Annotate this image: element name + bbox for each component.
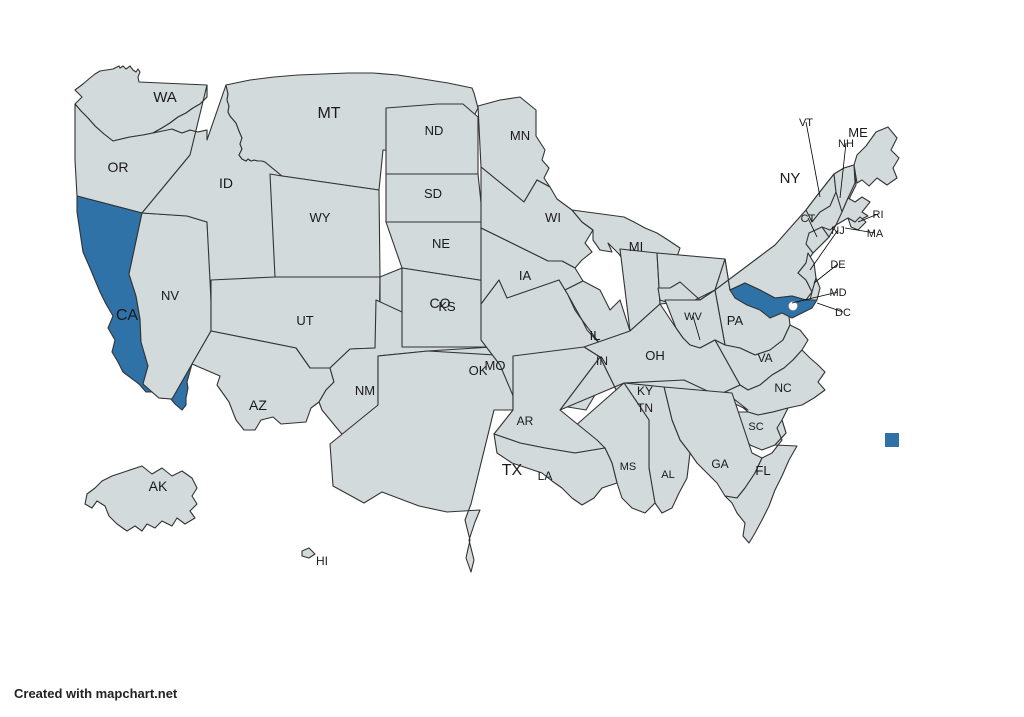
svg-text:AK: AK: [149, 478, 168, 494]
svg-text:NC: NC: [774, 381, 792, 395]
svg-text:NH: NH: [838, 138, 854, 150]
svg-text:VA: VA: [757, 351, 772, 365]
svg-text:MI: MI: [629, 239, 643, 254]
svg-text:IL: IL: [590, 328, 601, 343]
svg-text:CA: CA: [116, 307, 139, 324]
svg-text:GA: GA: [711, 457, 728, 471]
svg-text:TX: TX: [502, 462, 523, 479]
svg-text:AR: AR: [517, 414, 534, 428]
svg-text:WA: WA: [153, 89, 177, 106]
svg-text:OR: OR: [108, 159, 129, 175]
svg-text:IN: IN: [596, 354, 608, 368]
svg-text:MO: MO: [485, 358, 506, 373]
svg-text:MD: MD: [829, 287, 846, 299]
svg-text:LA: LA: [538, 469, 553, 483]
svg-text:FL: FL: [755, 463, 770, 478]
svg-text:PA: PA: [727, 313, 744, 328]
svg-text:RI: RI: [873, 209, 884, 221]
svg-text:MA: MA: [867, 228, 884, 240]
svg-text:DC: DC: [835, 307, 851, 319]
svg-text:NM: NM: [355, 383, 375, 398]
svg-text:KY: KY: [637, 384, 653, 398]
svg-text:TN: TN: [637, 401, 653, 415]
svg-text:IA: IA: [519, 268, 532, 283]
svg-text:WI: WI: [545, 210, 561, 225]
svg-text:NV: NV: [161, 288, 179, 303]
svg-text:DE: DE: [830, 259, 845, 271]
svg-text:HI: HI: [316, 554, 328, 568]
svg-text:ID: ID: [219, 175, 233, 191]
svg-text:NJ: NJ: [831, 225, 844, 237]
svg-text:CT: CT: [801, 213, 816, 225]
svg-text:WV: WV: [684, 311, 702, 323]
svg-text:UT: UT: [296, 313, 313, 328]
svg-text:AL: AL: [661, 469, 674, 481]
svg-text:ND: ND: [425, 123, 444, 138]
svg-text:WY: WY: [310, 210, 331, 225]
svg-text:NY: NY: [780, 170, 801, 187]
svg-text:KS: KS: [438, 299, 456, 314]
svg-text:NE: NE: [432, 236, 450, 251]
svg-text:MT: MT: [317, 105, 340, 122]
svg-text:SD: SD: [424, 186, 442, 201]
svg-text:OH: OH: [645, 348, 665, 363]
svg-text:MS: MS: [620, 461, 637, 473]
svg-text:AZ: AZ: [249, 397, 267, 413]
svg-text:SC: SC: [748, 421, 763, 433]
svg-text:VT: VT: [799, 117, 813, 129]
svg-text:MN: MN: [510, 128, 530, 143]
